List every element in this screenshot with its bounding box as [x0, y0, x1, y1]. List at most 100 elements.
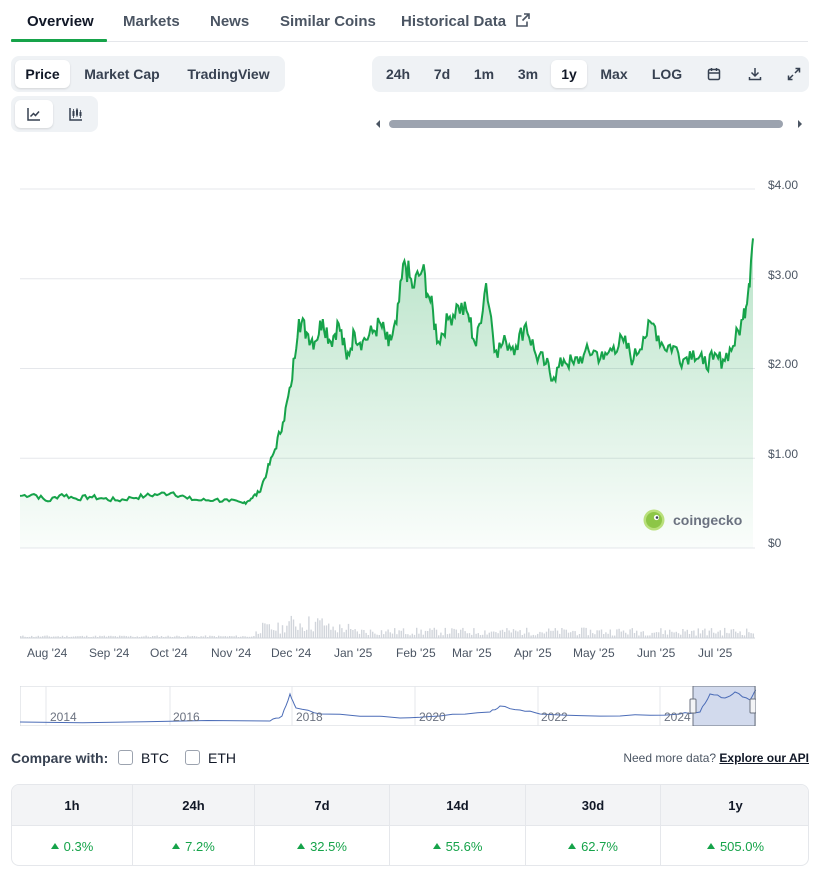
- volume-bar: [57, 636, 59, 638]
- log-scale-button[interactable]: LOG: [651, 66, 683, 82]
- volume-bar: [59, 636, 61, 638]
- volume-bar: [53, 636, 55, 638]
- volume-bar: [376, 634, 378, 638]
- volume-bar: [622, 630, 625, 638]
- volume-bar: [732, 629, 735, 638]
- volume-bar: [297, 629, 299, 638]
- volume-bar: [409, 635, 411, 638]
- volume-bar: [160, 636, 163, 638]
- volume-bar: [719, 630, 721, 638]
- volume-bar: [647, 635, 649, 638]
- volume-bar: [677, 633, 680, 638]
- volume-bar: [22, 635, 24, 638]
- volume-bar: [268, 624, 270, 638]
- tradingview-button[interactable]: TradingView: [187, 66, 270, 82]
- tab-news[interactable]: News: [210, 13, 250, 30]
- range-24h-button[interactable]: 24h: [385, 66, 411, 82]
- volume-bar: [739, 631, 741, 638]
- volume-bar: [204, 635, 207, 638]
- period-header: 7d: [314, 797, 330, 813]
- price-chart[interactable]: [0, 0, 822, 690]
- range-scrollbar[interactable]: [373, 113, 805, 135]
- volume-bar: [493, 631, 495, 638]
- volume-bar: [374, 633, 376, 638]
- period-header: 1y: [728, 797, 743, 813]
- volume-bar: [281, 625, 284, 638]
- range-navigator[interactable]: [20, 686, 756, 726]
- compare-eth-checkbox[interactable]: [185, 750, 200, 765]
- volume-bar: [486, 634, 488, 638]
- scroll-left-arrow-icon[interactable]: [376, 120, 380, 128]
- volume-bar: [682, 629, 684, 638]
- volume-bar: [653, 632, 655, 638]
- volume-bar: [572, 630, 574, 638]
- volume-bar: [246, 636, 248, 638]
- scrollbar-thumb[interactable]: [389, 120, 783, 128]
- line-chart-button[interactable]: [15, 100, 53, 128]
- volume-bar: [614, 635, 616, 638]
- volume-bar: [356, 631, 358, 638]
- download-button[interactable]: [739, 60, 771, 88]
- volume-bar: [642, 631, 644, 638]
- volume-bar: [332, 626, 334, 638]
- tab-markets[interactable]: Markets: [123, 13, 180, 30]
- volume-bar: [391, 633, 394, 638]
- x-tick: Oct '24: [150, 646, 188, 660]
- navigator-selection[interactable]: [692, 686, 756, 726]
- change-cell: 505.0%: [661, 826, 808, 865]
- explore-api-link[interactable]: Explore our API: [719, 751, 809, 765]
- volume-bar: [721, 635, 724, 638]
- fullscreen-button[interactable]: [780, 60, 808, 88]
- volume-bar: [306, 629, 308, 638]
- range-1m-button[interactable]: 1m: [473, 66, 495, 82]
- volume-bar: [202, 636, 204, 638]
- volume-bar: [702, 630, 704, 638]
- compare-btc-label[interactable]: BTC: [141, 750, 169, 766]
- tab-similar-coins[interactable]: Similar Coins: [280, 13, 376, 30]
- price-button[interactable]: Price: [15, 60, 70, 88]
- tab-historical-data[interactable]: Historical Data: [401, 13, 531, 30]
- compare-btc-checkbox[interactable]: [118, 750, 133, 765]
- compare-label: Compare with:: [11, 750, 109, 766]
- volume-bar: [262, 622, 264, 638]
- navigator-right-handle[interactable]: [749, 698, 756, 714]
- range-1y-button[interactable]: 1y: [551, 60, 587, 88]
- compare-eth-label[interactable]: ETH: [208, 750, 236, 766]
- range-max-button[interactable]: Max: [600, 66, 628, 82]
- navigator-left-handle[interactable]: [689, 698, 697, 714]
- volume-bar: [545, 631, 548, 638]
- volume-bar: [303, 631, 306, 638]
- range-7d-button[interactable]: 7d: [433, 66, 451, 82]
- volume-bar: [24, 636, 26, 638]
- range-3m-button[interactable]: 3m: [517, 66, 539, 82]
- date-picker-button[interactable]: [698, 60, 730, 88]
- volume-bar: [367, 635, 369, 638]
- volume-bar: [317, 618, 319, 638]
- volume-bar: [72, 636, 75, 638]
- volume-bar: [484, 630, 486, 638]
- volume-bar: [105, 636, 108, 638]
- volume-bar: [244, 636, 246, 638]
- coingecko-logo-icon: [643, 509, 665, 531]
- market-cap-button[interactable]: Market Cap: [84, 66, 160, 82]
- scroll-right-arrow-icon[interactable]: [798, 120, 802, 128]
- volume-bar: [125, 636, 127, 638]
- volume-bar: [233, 636, 235, 638]
- volume-bar: [411, 633, 413, 638]
- volume-bar: [638, 635, 640, 638]
- tab-overview[interactable]: Overview: [27, 13, 94, 30]
- volume-bar: [330, 629, 332, 638]
- volume-bar: [108, 635, 110, 638]
- navigator-label: 2022: [541, 710, 568, 724]
- volume-bar: [559, 633, 561, 638]
- volume-bar: [587, 635, 589, 638]
- volume-bar: [396, 634, 398, 638]
- column-divider: [254, 785, 255, 865]
- volume-bar: [631, 628, 633, 638]
- volume-bar: [387, 629, 389, 638]
- candlestick-chart-button[interactable]: [57, 100, 95, 128]
- api-promo: Need more data? Explore our API: [560, 751, 809, 765]
- change-cell: 7.2%: [133, 826, 254, 865]
- volume-bar: [627, 634, 629, 638]
- volume-bar: [724, 627, 726, 638]
